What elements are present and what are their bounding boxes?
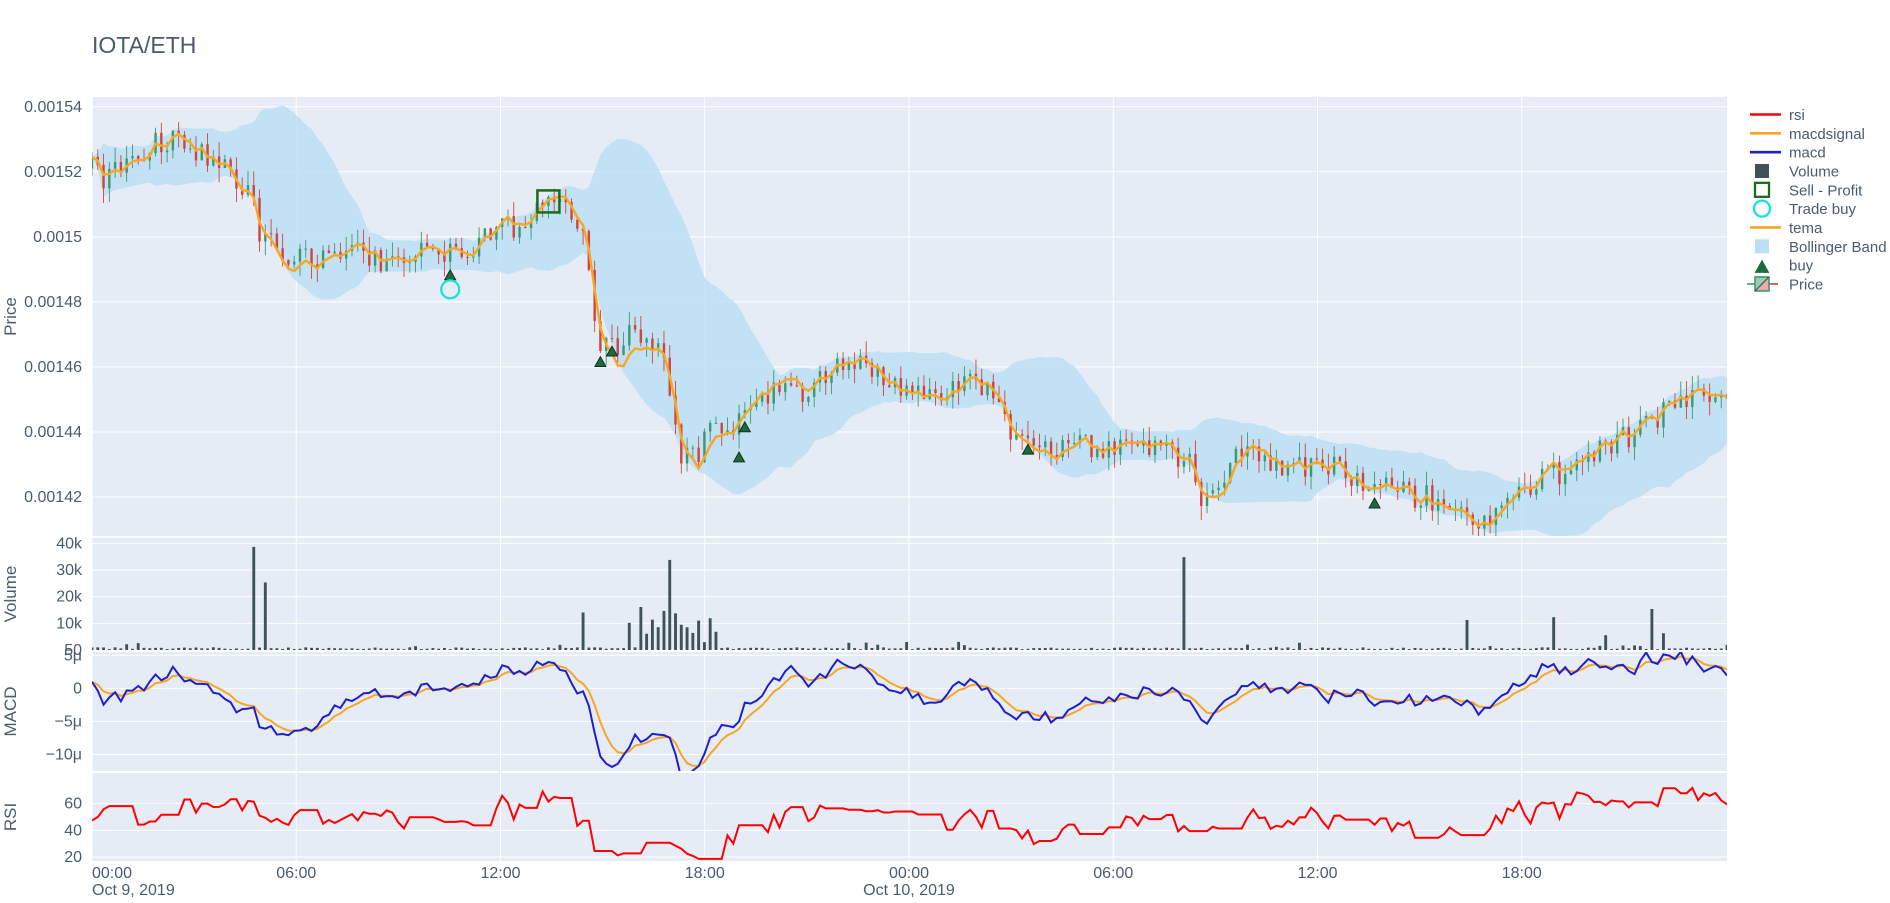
svg-text:12:00: 12:00 [1297, 865, 1337, 882]
svg-text:0.00152: 0.00152 [24, 164, 82, 181]
svg-text:0.00154: 0.00154 [24, 99, 82, 116]
svg-text:0: 0 [73, 680, 82, 697]
svg-text:Volume: Volume [1789, 163, 1839, 180]
svg-text:0.00146: 0.00146 [24, 359, 82, 376]
svg-text:MACD: MACD [1, 686, 20, 736]
svg-text:−5μ: −5μ [55, 713, 82, 730]
svg-text:10k: 10k [56, 615, 83, 632]
svg-text:12:00: 12:00 [480, 865, 520, 882]
svg-text:06:00: 06:00 [276, 865, 316, 882]
svg-text:5μ: 5μ [64, 647, 82, 664]
svg-text:06:00: 06:00 [1093, 865, 1133, 882]
svg-text:30k: 30k [56, 562, 83, 579]
svg-text:macd: macd [1789, 145, 1826, 162]
svg-text:00:00: 00:00 [889, 865, 929, 882]
svg-text:Oct 9, 2019: Oct 9, 2019 [92, 882, 175, 899]
svg-text:40: 40 [64, 822, 82, 839]
svg-text:Oct 10, 2019: Oct 10, 2019 [863, 882, 955, 899]
svg-text:Sell - Profit: Sell - Profit [1789, 182, 1863, 199]
svg-text:0.00148: 0.00148 [24, 294, 82, 311]
svg-text:40k: 40k [56, 535, 83, 552]
svg-text:00:00: 00:00 [92, 865, 132, 882]
svg-text:buy: buy [1789, 258, 1814, 275]
svg-text:Volume: Volume [1, 566, 20, 623]
svg-text:RSI: RSI [1, 803, 20, 831]
svg-text:18:00: 18:00 [1502, 865, 1542, 882]
svg-text:60: 60 [64, 796, 82, 813]
svg-text:0.00142: 0.00142 [24, 489, 82, 506]
svg-text:Bollinger Band: Bollinger Band [1789, 239, 1887, 256]
svg-text:macdsignal: macdsignal [1789, 126, 1865, 143]
svg-text:rsi: rsi [1789, 107, 1805, 124]
svg-text:20k: 20k [56, 589, 83, 606]
svg-text:0.00144: 0.00144 [24, 424, 82, 441]
svg-text:20: 20 [64, 849, 82, 866]
svg-text:Price: Price [1, 297, 20, 336]
svg-text:18:00: 18:00 [685, 865, 725, 882]
svg-text:tema: tema [1789, 220, 1823, 237]
svg-text:−10μ: −10μ [46, 746, 82, 763]
svg-text:Trade buy: Trade buy [1789, 201, 1856, 218]
svg-text:0.0015: 0.0015 [33, 229, 82, 246]
svg-text:Price: Price [1789, 276, 1823, 293]
